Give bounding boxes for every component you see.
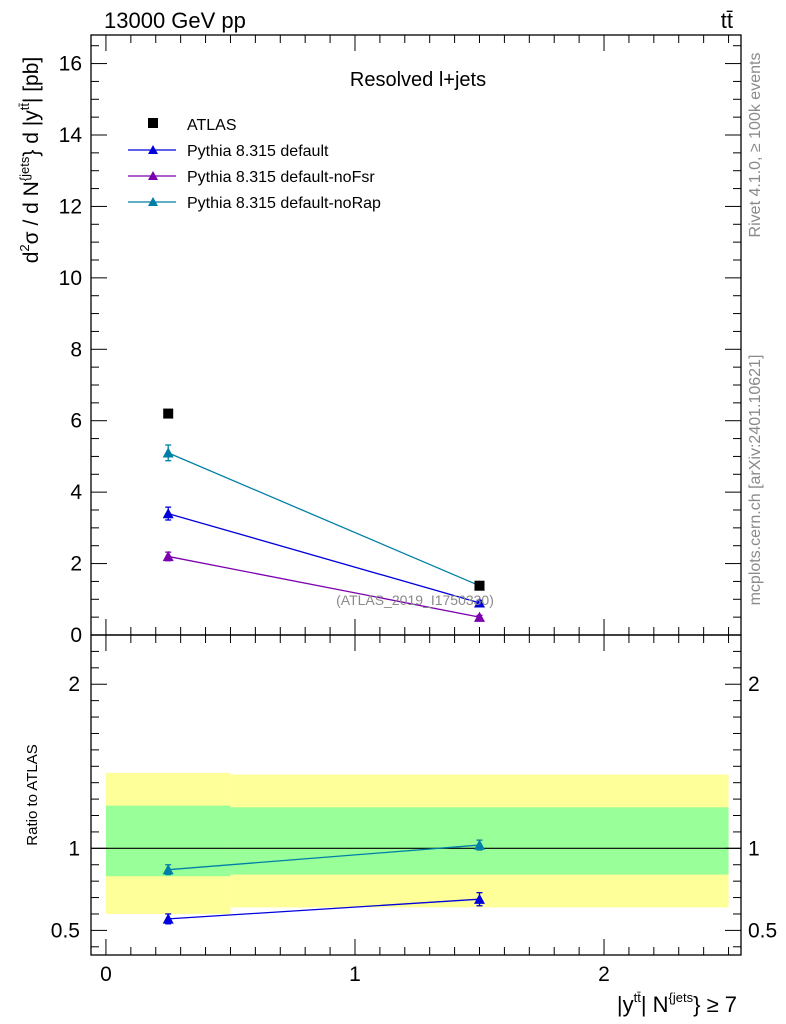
legend-atlas-marker bbox=[148, 118, 158, 128]
x-tick-label: 1 bbox=[349, 963, 361, 986]
legend-atlas-label: ATLAS bbox=[187, 117, 237, 134]
y-tick-label: 6 bbox=[70, 410, 82, 433]
ratio-noRap-line bbox=[168, 844, 480, 871]
legend-norap-marker bbox=[148, 197, 158, 206]
xlabel-y: |y bbox=[617, 992, 634, 1017]
ratio-default-line bbox=[168, 898, 480, 920]
legend-default-marker bbox=[148, 145, 158, 154]
legend-nofsr-marker bbox=[148, 171, 158, 180]
ratio-y-tick-label-right: 2 bbox=[748, 673, 760, 696]
ratio-y-tick-label: 1 bbox=[68, 837, 80, 860]
legend-default-label: Pythia 8.315 default bbox=[187, 143, 329, 160]
main-plot-title: Resolved l+jets bbox=[350, 69, 486, 91]
main-axis-ticks: 0 2 4 6 8 10 12 14 16 bbox=[59, 35, 741, 647]
y-tick-label: 8 bbox=[70, 338, 82, 361]
analysis-watermark: (ATLAS_2019_I1750330) bbox=[336, 592, 494, 608]
x-tick-label: 2 bbox=[598, 963, 610, 986]
y-tick-label: 10 bbox=[59, 267, 82, 290]
rivet-version-label: Rivet 4.1.0, ≥ 100k events bbox=[747, 53, 764, 238]
legend-nofsr-label: Pythia 8.315 default-noFsr bbox=[187, 169, 375, 186]
ylabel-sigma: σ / d N bbox=[20, 181, 43, 244]
energy-label: 13000 GeV pp bbox=[104, 8, 246, 33]
ylabel-superscript-2: 2 bbox=[17, 244, 32, 251]
y-tick-label: 16 bbox=[59, 53, 82, 76]
main-noFsr-point bbox=[474, 611, 486, 622]
ratio-axis-ticks: 0 1 2 0.5 0.5 1 1 2 2 bbox=[51, 635, 777, 986]
legend: ATLAS Pythia 8.315 default Pythia 8.315 … bbox=[128, 117, 381, 212]
ratio-y-tick-label: 2 bbox=[68, 673, 80, 696]
main-noRap-line bbox=[167, 452, 480, 587]
main-default-line bbox=[168, 512, 480, 604]
main-noRap-point bbox=[162, 447, 174, 458]
mcplots-label: mcplots.cern.ch [arXiv:2401.10621] bbox=[747, 355, 764, 606]
ratio-default-point bbox=[162, 913, 174, 924]
x-tick-label: 0 bbox=[100, 963, 112, 986]
main-panel: 0 2 4 6 8 10 12 14 16 Resolved l+jets (ATLAS_201… bbox=[17, 34, 742, 647]
ratio-default-point bbox=[474, 893, 486, 904]
main-default-point bbox=[162, 508, 174, 519]
ratio-y-tick-label: 0.5 bbox=[51, 919, 80, 942]
ylabel-d: d bbox=[20, 252, 43, 264]
ratio-y-tick-label-right: 0.5 bbox=[748, 919, 777, 942]
ylabel-tt: tt̄ bbox=[17, 103, 32, 111]
process-label: tt̄ bbox=[721, 8, 733, 33]
ylabel-jets: {jets bbox=[17, 156, 32, 181]
xlabel-tt: tt̄ bbox=[634, 990, 642, 1005]
main-noFsr-line bbox=[168, 555, 480, 618]
y-tick-label: 12 bbox=[59, 195, 82, 218]
y-tick-label: 4 bbox=[70, 481, 82, 504]
y-tick-label: 2 bbox=[70, 553, 82, 576]
ratio-y-axis-label: Ratio to ATLAS bbox=[24, 744, 41, 845]
x-axis-label: |ytt̄| N{jets} ≥ 7 bbox=[617, 990, 737, 1017]
y-tick-label: 14 bbox=[59, 124, 83, 147]
ratio-panel: 0 1 2 0.5 0.5 1 1 2 2 Ratio to ATLAS bbox=[24, 634, 777, 986]
xlabel-jets: {jets bbox=[669, 990, 694, 1005]
ratio-y-tick-label-right: 1 bbox=[748, 837, 760, 860]
main-data-marks bbox=[162, 408, 486, 622]
ylabel-mid: } d |y bbox=[20, 110, 43, 157]
ratio-noRap-point bbox=[474, 839, 486, 850]
ylabel-end: | [pb] bbox=[20, 57, 43, 103]
main-noFsr-point bbox=[162, 550, 174, 562]
legend-norap-label: Pythia 8.315 default-noRap bbox=[187, 195, 381, 212]
y-tick-label: 0 bbox=[70, 624, 82, 647]
main-atlas-point bbox=[474, 580, 485, 591]
main-default-point bbox=[474, 597, 486, 608]
ratio-noRap-point bbox=[162, 864, 174, 875]
main-atlas-point bbox=[163, 408, 174, 419]
xlabel-sep: | N bbox=[641, 992, 669, 1017]
xlabel-ge: } ≥ 7 bbox=[693, 992, 737, 1017]
ratio-plot-frame bbox=[90, 634, 742, 956]
ratio-data-marks bbox=[162, 839, 486, 925]
main-y-axis-label: d2σ / d N{jets} d |ytt̄| [pb] bbox=[17, 57, 43, 264]
ratio-uncertainty-bands bbox=[91, 772, 741, 914]
